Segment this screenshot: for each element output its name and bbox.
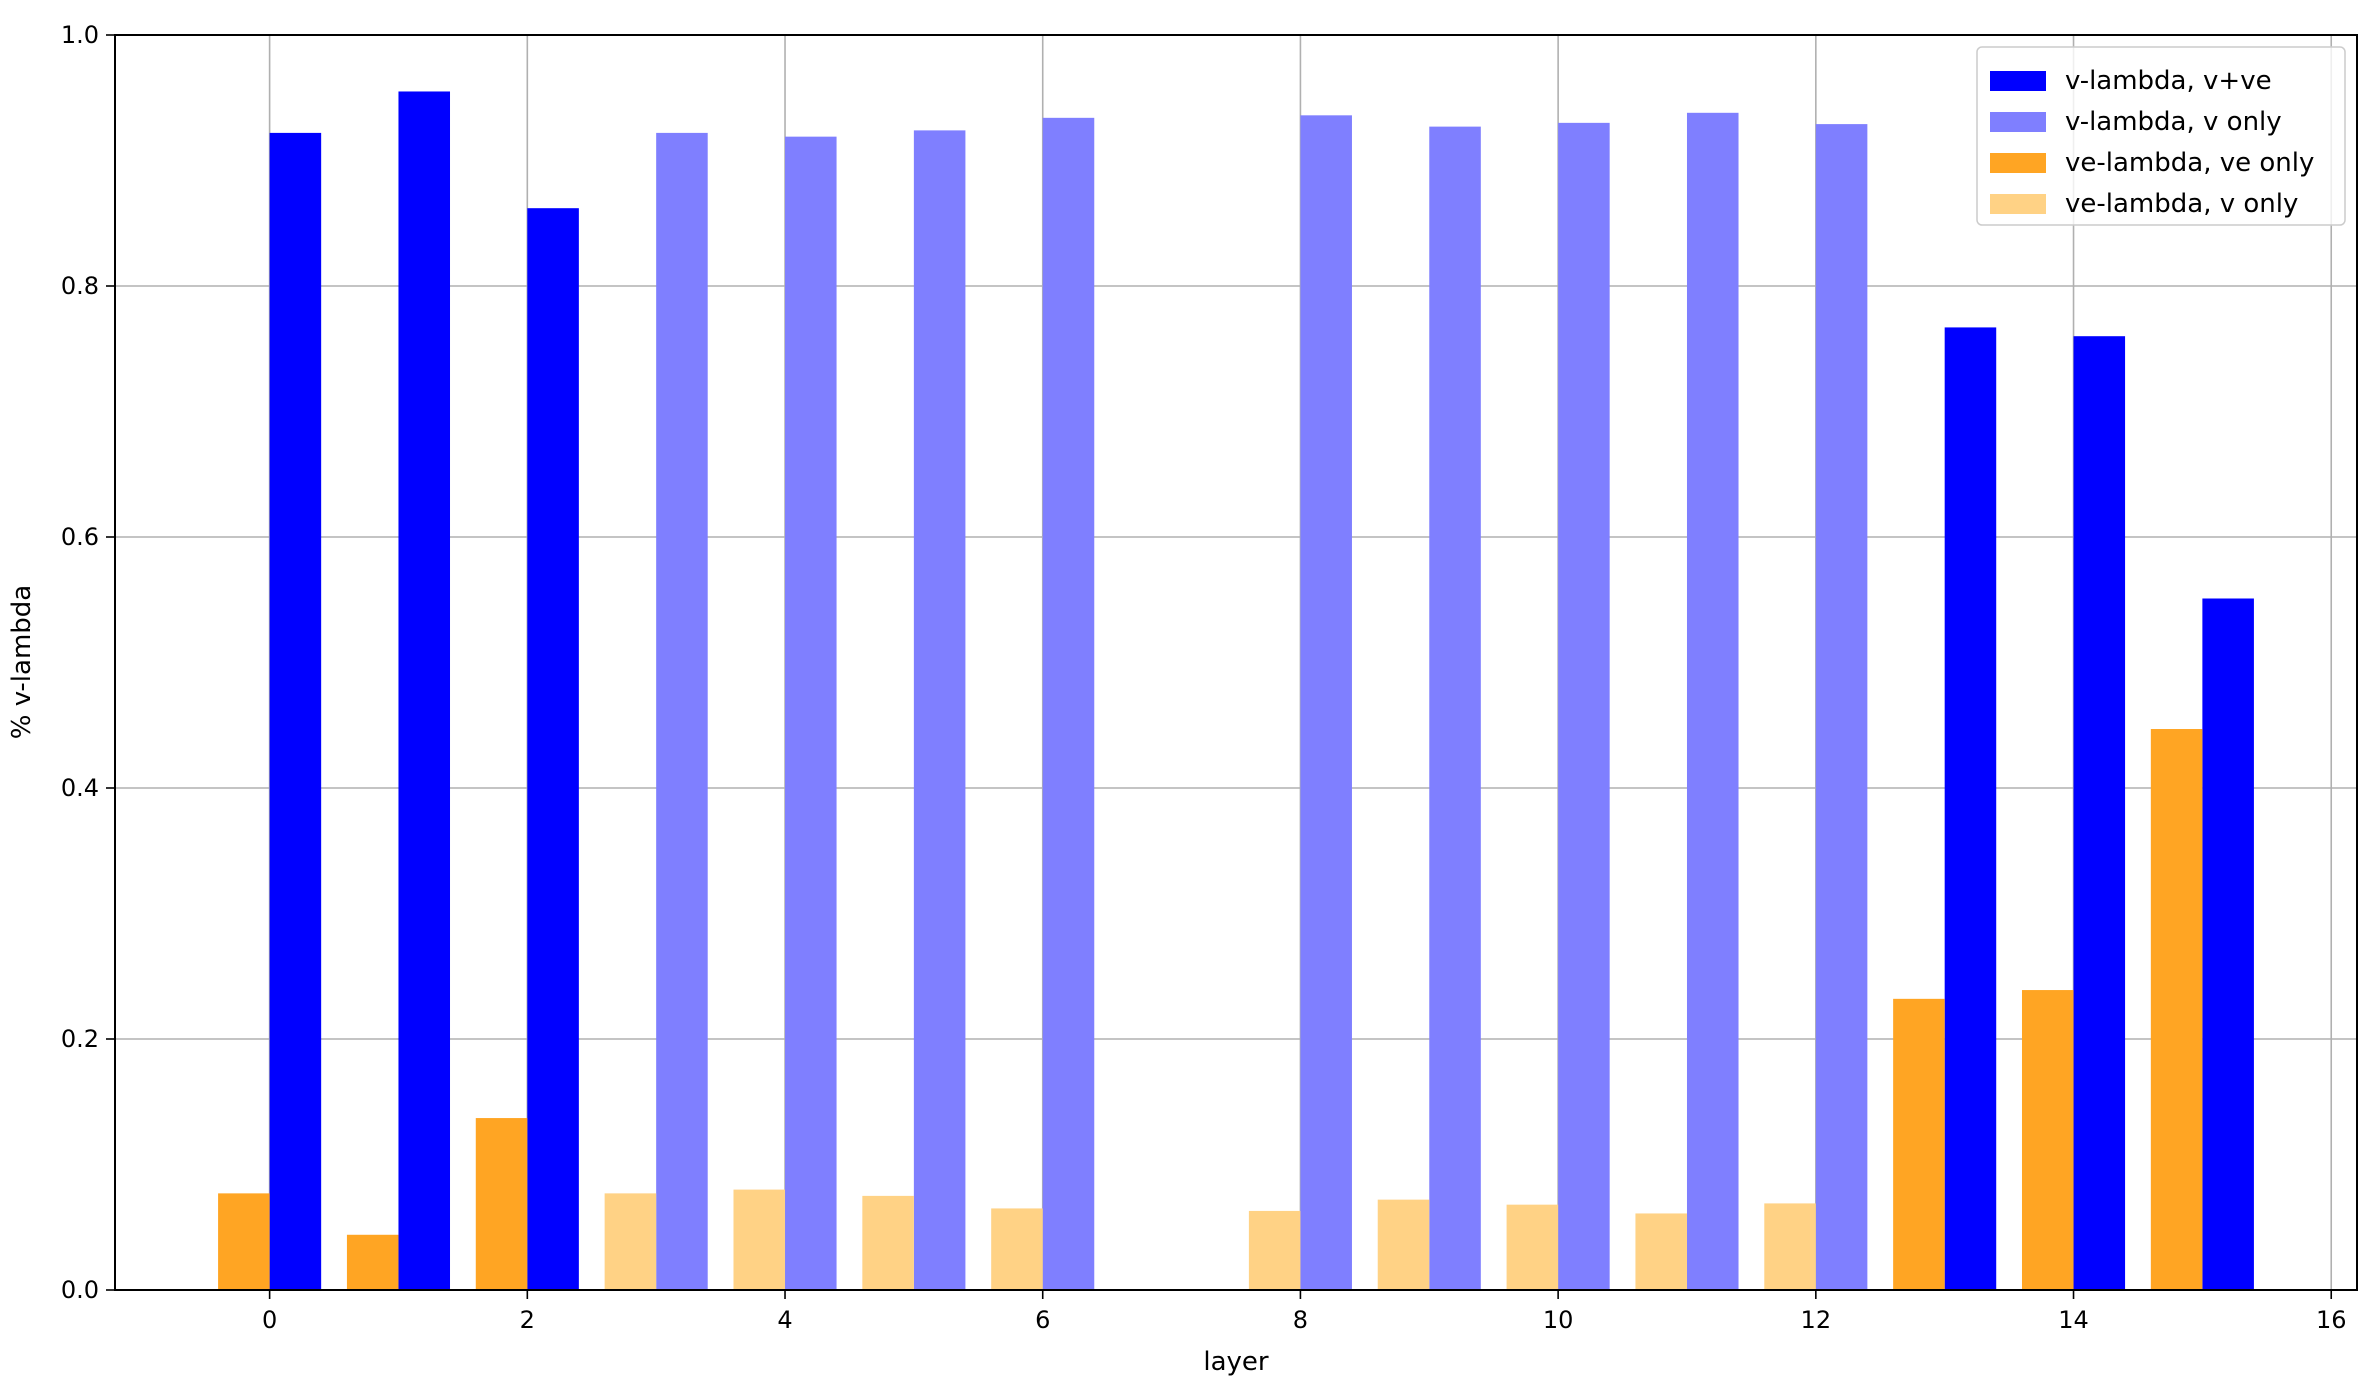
bar-series0-layer13 xyxy=(1944,327,1997,1290)
legend-frame xyxy=(1976,46,2346,226)
bars xyxy=(218,91,2254,1291)
bar-series3-layer6 xyxy=(991,1208,1043,1290)
bar-series1-layer12 xyxy=(1815,124,1868,1291)
bar-series2-layer0 xyxy=(218,1193,270,1290)
bar-series0-layer1 xyxy=(398,91,451,1291)
y-tick-label-5: 1.0 xyxy=(61,21,99,49)
bar-series3-layer4 xyxy=(733,1189,786,1290)
legend-label-0: v-lambda, v+ve xyxy=(2065,66,2272,96)
bar-series1-layer8 xyxy=(1300,115,1352,1291)
x-tick-label-2: 4 xyxy=(777,1306,792,1334)
y-tick-label-2: 0.4 xyxy=(61,774,99,802)
x-tick-label-6: 12 xyxy=(1801,1306,1832,1334)
x-tick-label-4: 8 xyxy=(1293,1306,1308,1334)
legend-swatch-0 xyxy=(1990,71,2046,91)
legend-label-1: v-lambda, v only xyxy=(2065,107,2282,137)
plot-frame xyxy=(114,34,2358,1291)
y-axis-label: % v-lambda xyxy=(7,585,37,739)
legend: v-lambda, v+ve v-lambda, v only ve-lambda,… xyxy=(1976,46,2346,226)
bar-series1-layer11 xyxy=(1686,112,1739,1290)
x-axis-label: layer xyxy=(1203,1347,1269,1377)
bar-series1-layer9 xyxy=(1429,126,1481,1291)
y-tick-label-1: 0.2 xyxy=(61,1025,99,1053)
legend-swatch-1 xyxy=(1990,112,2046,132)
x-tick-label-5: 10 xyxy=(1543,1306,1574,1334)
bar-series1-layer3 xyxy=(656,132,708,1290)
legend-swatch-3 xyxy=(1990,194,2046,214)
legend-label-3: ve-lambda, v only xyxy=(2065,189,2298,219)
x-axis-ticks: 0 2 4 6 8 10 12 14 16 xyxy=(262,1290,2347,1334)
bar-series3-layer11 xyxy=(1635,1213,1687,1290)
bar-series3-layer12 xyxy=(1764,1203,1816,1290)
legend-label-2: ve-lambda, ve only xyxy=(2065,148,2314,178)
x-tick-label-0: 0 xyxy=(262,1306,277,1334)
bar-series2-layer1 xyxy=(346,1234,399,1290)
bar-series2-layer13 xyxy=(1893,998,1945,1290)
y-tick-label-0: 0.0 xyxy=(61,1276,99,1304)
bar-series3-layer10 xyxy=(1506,1204,1559,1290)
bar-series1-layer6 xyxy=(1042,117,1095,1291)
bar-series3-layer5 xyxy=(862,1195,914,1290)
bar-series0-layer0 xyxy=(269,132,322,1290)
x-tick-label-1: 2 xyxy=(520,1306,535,1334)
legend-swatch-2 xyxy=(1990,153,2046,173)
y-tick-label-4: 0.8 xyxy=(61,272,99,300)
bar-series3-layer8 xyxy=(1248,1210,1301,1290)
y-tick-label-3: 0.6 xyxy=(61,523,99,551)
bar-series3-layer9 xyxy=(1377,1199,1430,1290)
x-tick-label-8: 16 xyxy=(2316,1306,2347,1334)
bar-series2-layer2 xyxy=(475,1118,528,1290)
bar-series2-layer15 xyxy=(2150,729,2203,1290)
bar-series1-layer10 xyxy=(1558,122,1610,1291)
bar-series2-layer14 xyxy=(2021,990,2074,1290)
x-tick-label-3: 6 xyxy=(1035,1306,1050,1334)
bar-series0-layer14 xyxy=(2073,336,2126,1290)
bar-series0-layer15 xyxy=(2202,598,2254,1290)
bar-series1-layer4 xyxy=(785,136,837,1290)
x-tick-label-7: 14 xyxy=(2058,1306,2089,1334)
bar-series1-layer5 xyxy=(913,130,966,1290)
bar-series3-layer3 xyxy=(604,1193,657,1290)
y-axis-ticks: 0.0 0.2 0.4 0.6 0.8 1.0 xyxy=(61,21,115,1304)
bar-series0-layer2 xyxy=(527,208,579,1291)
